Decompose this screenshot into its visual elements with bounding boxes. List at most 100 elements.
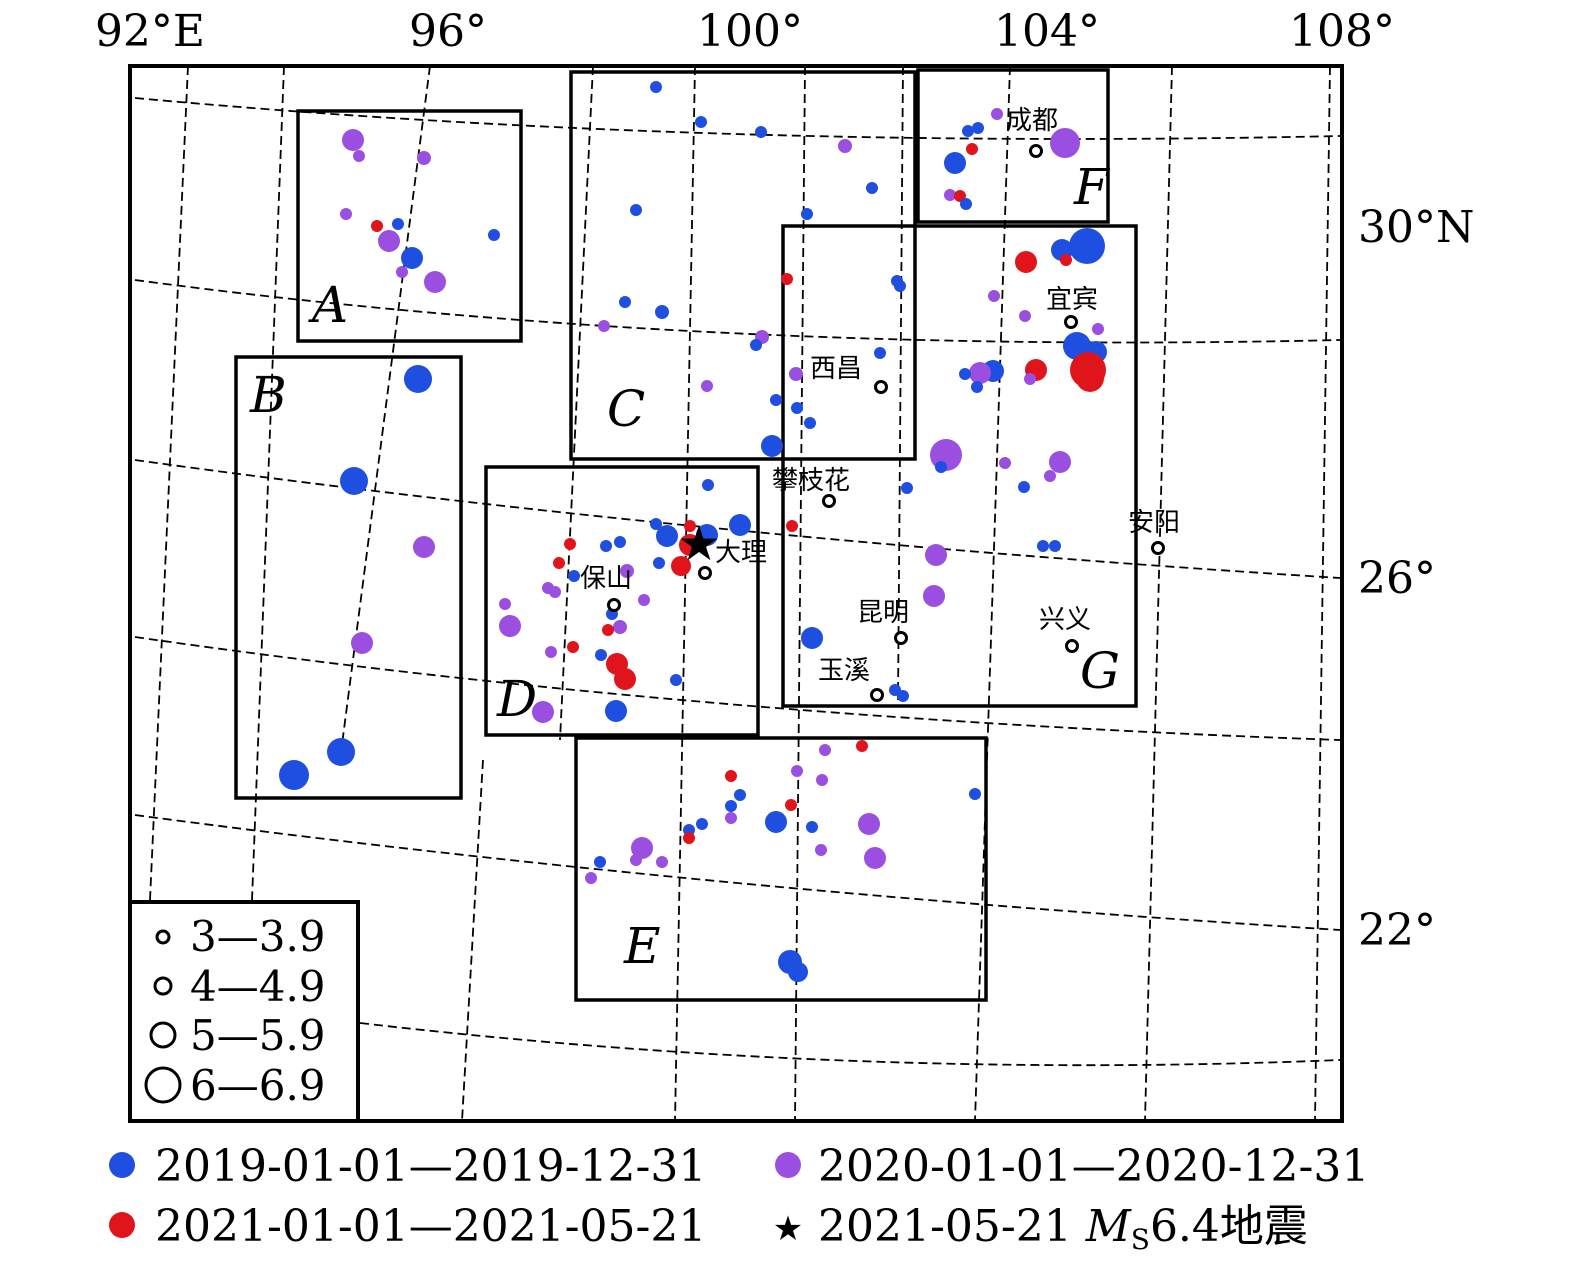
earthquake-event-2021 bbox=[684, 520, 696, 532]
city-label-xingyi: 兴义 bbox=[1039, 605, 1091, 635]
earthquake-event-2019 bbox=[801, 208, 813, 220]
mainshock-key-m: M bbox=[1085, 1201, 1132, 1252]
earthquake-event-2021 bbox=[786, 520, 798, 532]
earthquake-events bbox=[279, 81, 1107, 982]
earthquake-event-2019 bbox=[392, 218, 404, 230]
city-marker-panzhihua bbox=[822, 494, 836, 508]
earthquake-event-2020 bbox=[631, 837, 653, 859]
earthquake-event-2019 bbox=[804, 417, 816, 429]
city-marker-xichang bbox=[874, 380, 888, 394]
earthquake-event-2020 bbox=[819, 744, 831, 756]
earthquake-event-2020 bbox=[816, 774, 828, 786]
earthquake-event-2020 bbox=[656, 856, 668, 868]
earthquake-event-2020 bbox=[858, 813, 880, 835]
earthquake-event-2019 bbox=[653, 557, 665, 569]
period-2020-dot bbox=[775, 1152, 801, 1178]
earthquake-event-2019 bbox=[729, 514, 751, 536]
legend-circle-m6 bbox=[144, 1066, 182, 1104]
region-label-b: B bbox=[249, 366, 287, 424]
earthquake-event-2019 bbox=[595, 649, 607, 661]
earthquake-event-2021 bbox=[679, 534, 701, 556]
earthquake-event-2019 bbox=[605, 700, 627, 722]
region-box-e bbox=[574, 736, 988, 1002]
earthquake-event-2019 bbox=[650, 518, 662, 530]
earthquake-event-2020 bbox=[620, 564, 634, 578]
longitude-label-96: 96° bbox=[409, 6, 487, 57]
earthquake-event-2020 bbox=[598, 320, 610, 332]
region-boxes bbox=[234, 68, 1138, 1002]
region-box-b bbox=[234, 355, 463, 800]
earthquake-event-2019 bbox=[614, 536, 626, 548]
region-box-g bbox=[781, 224, 1138, 708]
graticule bbox=[134, 66, 1341, 1121]
earthquake-event-2019 bbox=[962, 125, 974, 137]
city-label-anyang: 安阳 bbox=[1128, 508, 1180, 538]
earthquake-event-2019 bbox=[806, 821, 818, 833]
earthquake-event-2019 bbox=[696, 524, 718, 546]
mainshock-key-suffix: 6.4地震 bbox=[1150, 1201, 1308, 1252]
earthquake-event-2020 bbox=[638, 594, 650, 606]
region-label-f: F bbox=[1073, 158, 1111, 216]
earthquake-event-2019 bbox=[600, 540, 612, 552]
earthquake-event-2020 bbox=[864, 847, 886, 869]
earthquake-event-2021 bbox=[671, 556, 691, 576]
earthquake-event-2019 bbox=[935, 461, 947, 473]
earthquake-event-2019 bbox=[340, 467, 368, 495]
earthquake-event-2020 bbox=[353, 150, 365, 162]
earthquake-event-2020 bbox=[999, 457, 1011, 469]
earthquake-event-2020 bbox=[424, 271, 446, 293]
city-marker-baoshan bbox=[607, 598, 621, 612]
latitude-label-30: 30°N bbox=[1358, 202, 1475, 253]
earthquake-event-2020 bbox=[396, 266, 408, 278]
period-2021-dot bbox=[109, 1212, 135, 1238]
earthquake-event-2019 bbox=[960, 198, 972, 210]
legend-label-m3: 3—3.9 bbox=[190, 912, 326, 961]
city-marker-yibin bbox=[1064, 315, 1078, 329]
city-label-panzhihua: 攀枝花 bbox=[772, 466, 850, 496]
earthquake-event-2019 bbox=[630, 204, 642, 216]
earthquake-event-2020 bbox=[725, 812, 737, 824]
mainshock-key-date: 2021-05-21 bbox=[818, 1201, 1086, 1252]
period-2021-label: 2021-01-01—2021-05-21 bbox=[155, 1201, 706, 1252]
earthquake-event-2020 bbox=[1044, 470, 1056, 482]
earthquake-event-2020 bbox=[923, 585, 945, 607]
earthquake-event-2019 bbox=[655, 305, 669, 319]
longitude-label-92: 92°E bbox=[95, 6, 205, 57]
city-label-kunming: 昆明 bbox=[857, 598, 909, 628]
city-marker-yuxi bbox=[870, 688, 884, 702]
earthquake-event-2019 bbox=[1037, 540, 1049, 552]
earthquake-event-2019 bbox=[971, 381, 983, 393]
earthquake-event-2021 bbox=[614, 668, 636, 690]
earthquake-event-2020 bbox=[499, 598, 511, 610]
earthquake-event-2019 bbox=[801, 627, 823, 649]
earthquake-event-2020 bbox=[549, 586, 561, 598]
longitude-label-108: 108° bbox=[1289, 6, 1395, 57]
earthquake-event-2019 bbox=[788, 962, 808, 982]
earthquake-event-2020 bbox=[969, 362, 991, 384]
earthquake-event-2021 bbox=[371, 220, 383, 232]
period-2019-label: 2019-01-01—2019-12-31 bbox=[155, 1141, 706, 1192]
earthquake-event-2021 bbox=[785, 799, 797, 811]
magnitude-legend: 3—3.9 4—4.9 5—5.9 6—6.9 bbox=[128, 900, 360, 1123]
earthquake-event-2019 bbox=[327, 738, 355, 766]
earthquake-event-2021 bbox=[1060, 254, 1072, 266]
region-box-f bbox=[916, 68, 1110, 224]
earthquake-event-2020 bbox=[1049, 451, 1071, 473]
legend-circle-m3 bbox=[155, 929, 171, 945]
earthquake-event-2019 bbox=[696, 818, 708, 830]
mainshock-key-label: 2021-05-21 MS6.4地震 bbox=[818, 1201, 1308, 1256]
region-label-g: G bbox=[1080, 642, 1120, 700]
city-label-yibin: 宜宾 bbox=[1046, 285, 1098, 315]
earthquake-event-2019 bbox=[750, 339, 762, 351]
city-marker-chengdu bbox=[1029, 144, 1043, 158]
earthquake-event-2019 bbox=[1069, 228, 1105, 264]
legend-label-m4: 4—4.9 bbox=[190, 962, 326, 1011]
city-label-xichang: 西昌 bbox=[810, 354, 862, 384]
region-box-c bbox=[569, 70, 917, 461]
earthquake-event-2019 bbox=[755, 126, 767, 138]
city-label-baoshan: 保山 bbox=[580, 564, 632, 594]
earthquake-event-2021 bbox=[1076, 364, 1104, 392]
earthquake-event-2019 bbox=[404, 365, 432, 393]
earthquake-event-2019 bbox=[765, 811, 787, 833]
region-label-c: C bbox=[607, 380, 645, 438]
